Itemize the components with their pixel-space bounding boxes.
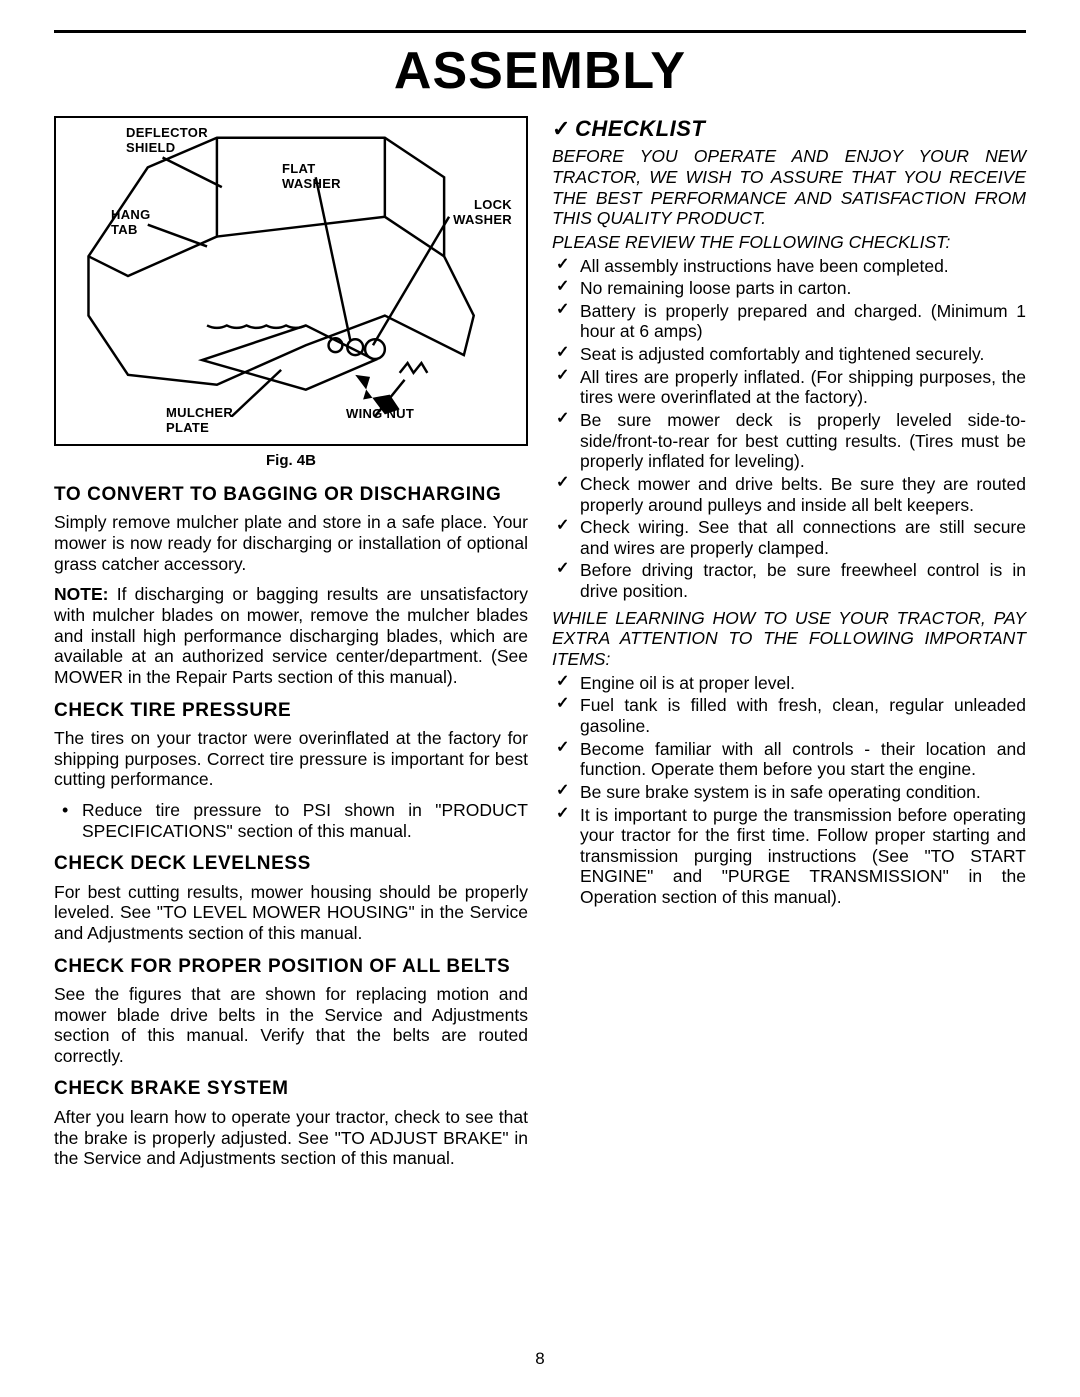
- heading-deck-levelness: CHECK DECK LEVELNESS: [54, 853, 528, 875]
- label-lock-washer: LOCK WASHER: [453, 198, 512, 228]
- label-mulcher-plate: MULCHER PLATE: [166, 406, 233, 436]
- checklist-secondary: Engine oil is at proper level. Fuel tank…: [552, 673, 1026, 908]
- para-convert-bagging: Simply remove mulcher plate and store in…: [54, 512, 528, 574]
- heading-brake: CHECK BRAKE SYSTEM: [54, 1078, 528, 1100]
- checklist-heading: ✓CHECKLIST: [552, 116, 1026, 142]
- two-column-layout: DEFLECTOR SHIELD FLAT WASHER HANG TAB LO…: [54, 116, 1026, 1178]
- checklist-mid-note: WHILE LEARNING HOW TO USE YOUR TRACTOR, …: [552, 608, 1026, 670]
- heading-convert-bagging: TO CONVERT TO BAGGING OR DISCHARGING: [54, 484, 528, 506]
- para-deck-levelness: For best cutting results, mower housing …: [54, 882, 528, 944]
- label-hang-tab: HANG TAB: [111, 208, 150, 238]
- checklist-intro: BEFORE YOU OPERATE AND ENJOY YOUR NEW TR…: [552, 146, 1026, 229]
- check-item: All tires are properly inflated. (For sh…: [552, 367, 1026, 408]
- right-column: ✓CHECKLIST BEFORE YOU OPERATE AND ENJOY …: [552, 116, 1026, 1178]
- check-item: All assembly instructions have been comp…: [552, 256, 1026, 277]
- heading-tire-pressure: CHECK TIRE PRESSURE: [54, 700, 528, 722]
- check-item: Check mower and drive belts. Be sure the…: [552, 474, 1026, 515]
- para-brake: After you learn how to operate your trac…: [54, 1107, 528, 1169]
- left-column: DEFLECTOR SHIELD FLAT WASHER HANG TAB LO…: [54, 116, 528, 1178]
- checklist-intro2: PLEASE REVIEW THE FOLLOWING CHECKLIST:: [552, 232, 1026, 253]
- list-tire-pressure: Reduce tire pressure to PSI shown in "PR…: [54, 800, 528, 841]
- check-item: Battery is properly prepared and charged…: [552, 301, 1026, 342]
- bullet-tire-psi: Reduce tire pressure to PSI shown in "PR…: [54, 800, 528, 841]
- figure-caption: Fig. 4B: [54, 452, 528, 470]
- check-item: Become familiar with all controls - thei…: [552, 739, 1026, 780]
- label-deflector-shield: DEFLECTOR SHIELD: [126, 126, 208, 156]
- page-number: 8: [0, 1349, 1080, 1369]
- check-icon: ✓: [552, 116, 571, 141]
- figure-4b: DEFLECTOR SHIELD FLAT WASHER HANG TAB LO…: [54, 116, 528, 446]
- page-title: ASSEMBLY: [54, 41, 1026, 102]
- para-tire-pressure: The tires on your tractor were overinfla…: [54, 728, 528, 790]
- para-belts: See the figures that are shown for repla…: [54, 984, 528, 1067]
- check-item: It is important to purge the transmissio…: [552, 805, 1026, 908]
- check-item: Fuel tank is filled with fresh, clean, r…: [552, 695, 1026, 736]
- checklist-primary: All assembly instructions have been comp…: [552, 256, 1026, 602]
- heading-belts: CHECK FOR PROPER POSITION OF ALL BELTS: [54, 956, 528, 978]
- check-item: Check wiring. See that all connections a…: [552, 517, 1026, 558]
- check-item: Be sure brake system is in safe operatin…: [552, 782, 1026, 803]
- check-item: Be sure mower deck is properly leveled s…: [552, 410, 1026, 472]
- check-item: Engine oil is at proper level.: [552, 673, 1026, 694]
- check-item: Before driving tractor, be sure freewhee…: [552, 560, 1026, 601]
- label-wing-nut: WING NUT: [346, 407, 414, 422]
- check-item: No remaining loose parts in carton.: [552, 278, 1026, 299]
- top-rule: [54, 30, 1026, 33]
- check-item: Seat is adjusted comfortably and tighten…: [552, 344, 1026, 365]
- note-convert-bagging: NOTE: If discharging or bagging results …: [54, 584, 528, 687]
- label-flat-washer: FLAT WASHER: [282, 162, 341, 192]
